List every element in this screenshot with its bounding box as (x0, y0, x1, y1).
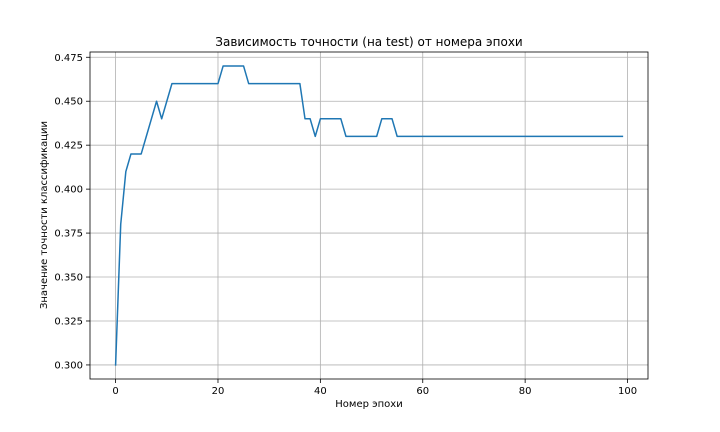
plot-frame (89, 51, 649, 380)
y-tick-label: 0.425 (54, 141, 83, 152)
y-axis-title: Значение точности классификации (39, 121, 50, 309)
series-line (114, 65, 624, 366)
x-tick-label: 100 (618, 386, 637, 397)
y-tick-label: 0.450 (54, 97, 83, 108)
x-tick-label: 60 (416, 386, 429, 397)
y-tick-label: 0.475 (54, 53, 83, 64)
y-tick-label: 0.350 (54, 273, 83, 284)
x-tick-label: 0 (112, 386, 118, 397)
y-tick-label: 0.325 (54, 316, 83, 327)
x-axis-ticks: 0 20 40 60 80 100 (112, 379, 637, 397)
x-axis-title: Номер эпохи (335, 399, 402, 410)
x-tick-label: 40 (314, 386, 327, 397)
grid (90, 52, 648, 379)
x-tick-label: 20 (212, 386, 225, 397)
y-axis-ticks: 0.300 0.325 0.350 0.375 0.400 0.425 0.450 0.475 (54, 53, 90, 371)
y-tick-label: 0.375 (54, 229, 83, 240)
x-tick-label: 80 (519, 386, 532, 397)
series-layer (114, 65, 624, 366)
y-tick-label: 0.400 (54, 185, 83, 196)
chart-title: Зависимость точности (на test) от номера… (215, 35, 522, 49)
y-tick-label: 0.300 (54, 360, 83, 371)
